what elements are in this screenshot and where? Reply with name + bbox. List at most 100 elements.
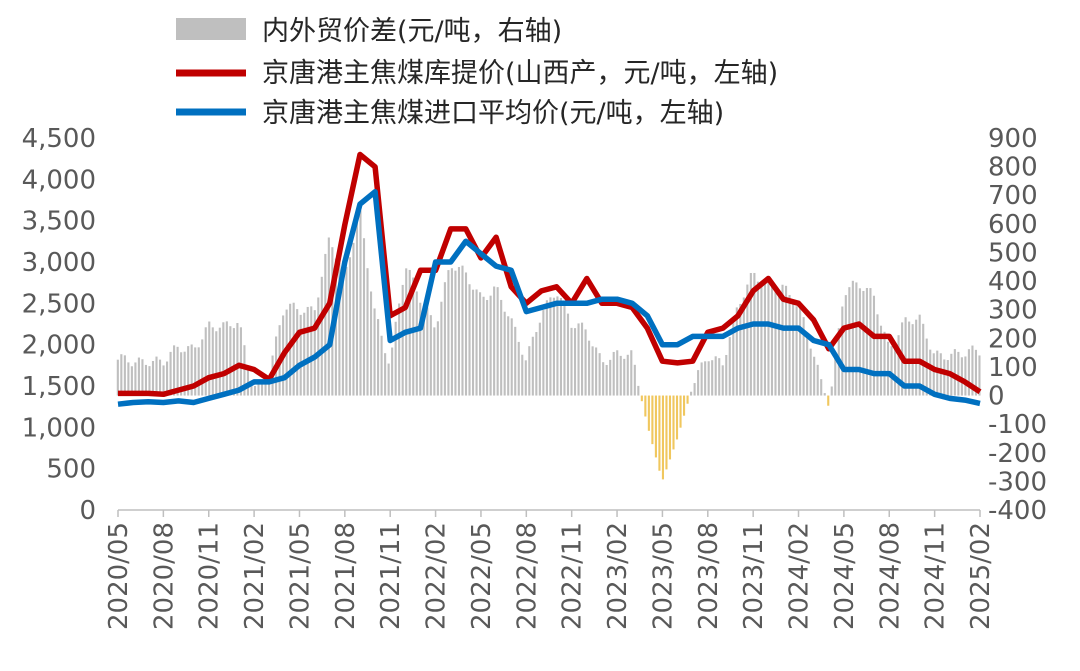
price-diff-bar [426, 307, 429, 396]
price-diff-bar [538, 322, 541, 396]
price-diff-bar [187, 346, 190, 396]
price-diff-bar [760, 284, 763, 396]
price-diff-bar [384, 353, 387, 396]
price-diff-bar [496, 287, 499, 396]
price-diff-bar [144, 364, 148, 396]
price-diff-bar [250, 384, 253, 396]
price-diff-bar [169, 351, 172, 396]
price-diff-bar [967, 349, 970, 396]
price-diff-bar [162, 365, 165, 396]
price-diff-bar [732, 318, 735, 396]
price-diff-bar [563, 301, 566, 396]
x-tick-label: 2023/02 [603, 522, 633, 630]
price-diff-bar [218, 327, 221, 396]
price-diff-bar [647, 395, 650, 431]
price-diff-bar [742, 297, 745, 396]
price-diff-bar [827, 395, 830, 406]
price-diff-bar [134, 362, 137, 396]
price-diff-bar [194, 347, 197, 396]
price-diff-bar [753, 272, 756, 396]
y-right-tick-label: -100 [988, 410, 1047, 440]
y-left-tick-label: 4,500 [22, 124, 96, 154]
y-right-tick-label: 300 [988, 296, 1038, 326]
price-diff-bar [633, 364, 636, 396]
price-lines [117, 151, 982, 407]
price-diff-bar [848, 287, 851, 396]
price-diff-bar [246, 367, 250, 396]
price-diff-bar [862, 290, 865, 396]
price-diff-bar [521, 354, 524, 396]
y-left-tick-label: 1,000 [22, 413, 96, 443]
price-diff-bar [890, 346, 893, 396]
price-diff-bar [317, 297, 320, 396]
y-right-tick-label: 700 [988, 181, 1038, 211]
x-tick-label: 2020/11 [195, 522, 225, 630]
price-diff-bar [296, 309, 299, 396]
price-diff-bar [616, 350, 619, 396]
price-diff-bar [419, 302, 422, 396]
price-diff-bar [468, 284, 471, 396]
price-diff-bar [222, 322, 225, 396]
price-diff-bar [581, 322, 584, 396]
price-diff-bar [500, 299, 503, 396]
price-diff-bar [183, 351, 186, 396]
price-diff-bar [675, 395, 679, 440]
y-left-tick-label: 2,500 [22, 289, 96, 319]
price-diff-bar [619, 355, 622, 396]
price-diff-bar [232, 328, 235, 396]
y-right-tick-label: 100 [988, 353, 1038, 383]
domestic-price-line [118, 151, 982, 398]
price-diff-bar [464, 272, 468, 396]
price-diff-bar [366, 268, 369, 396]
price-diff-bar [475, 289, 478, 396]
price-diff-bar [507, 316, 510, 396]
price-diff-bar [338, 262, 341, 396]
price-diff-bar [788, 294, 791, 396]
y-right-tick-label: -200 [988, 439, 1047, 469]
price-diff-bar [422, 306, 425, 396]
price-diff-bar [588, 340, 591, 396]
price-diff-bar [897, 335, 900, 396]
price-diff-bar [211, 327, 214, 396]
x-tick-label: 2024/05 [830, 522, 860, 630]
price-diff-bar [197, 347, 200, 396]
x-tick-label: 2025/02 [966, 522, 996, 630]
price-diff-bar [602, 362, 605, 396]
price-diff-bar [549, 297, 552, 396]
price-diff-bar [454, 270, 457, 396]
y-right-tick-label: -400 [988, 496, 1047, 526]
price-diff-bar [739, 303, 742, 396]
price-diff-bar [531, 336, 534, 396]
price-diff-bar [714, 356, 717, 396]
price-diff-bar [612, 351, 615, 396]
x-tick-label: 2021/02 [240, 522, 270, 630]
price-diff-bar [746, 284, 749, 396]
price-diff-bar [802, 317, 805, 396]
price-diff-bar [566, 313, 570, 396]
price-diff-bar [932, 353, 935, 396]
price-diff-bar [137, 357, 140, 396]
legend-label-domestic: 京唐港主焦煤库提价(山西产，元/吨，左轴) [262, 58, 778, 89]
price-diff-bar [654, 395, 657, 458]
price-diff-bar [173, 345, 176, 396]
price-diff-bar [813, 356, 816, 396]
price-diff-bar [795, 306, 798, 396]
legend-label-import: 京唐港主焦煤进口平均价(元/吨，左轴) [262, 98, 724, 129]
price-diff-bar [510, 318, 513, 396]
price-diff-bar [651, 395, 654, 445]
price-diff-bar [623, 358, 626, 396]
price-diff-bar [644, 395, 647, 417]
price-diff-bar [820, 379, 823, 396]
price-diff-bar [264, 382, 267, 396]
price-diff-bar [373, 308, 376, 396]
price-diff-bar [939, 353, 942, 396]
price-diff-bar [461, 265, 464, 396]
x-tick-label: 2022/08 [512, 522, 542, 630]
price-diff-bar [781, 284, 784, 396]
price-diff-bar [668, 395, 672, 460]
price-diff-bar [830, 386, 833, 396]
price-diff-bar [116, 359, 119, 396]
price-diff-bar [946, 360, 949, 396]
x-tick-label: 2024/11 [921, 522, 951, 630]
